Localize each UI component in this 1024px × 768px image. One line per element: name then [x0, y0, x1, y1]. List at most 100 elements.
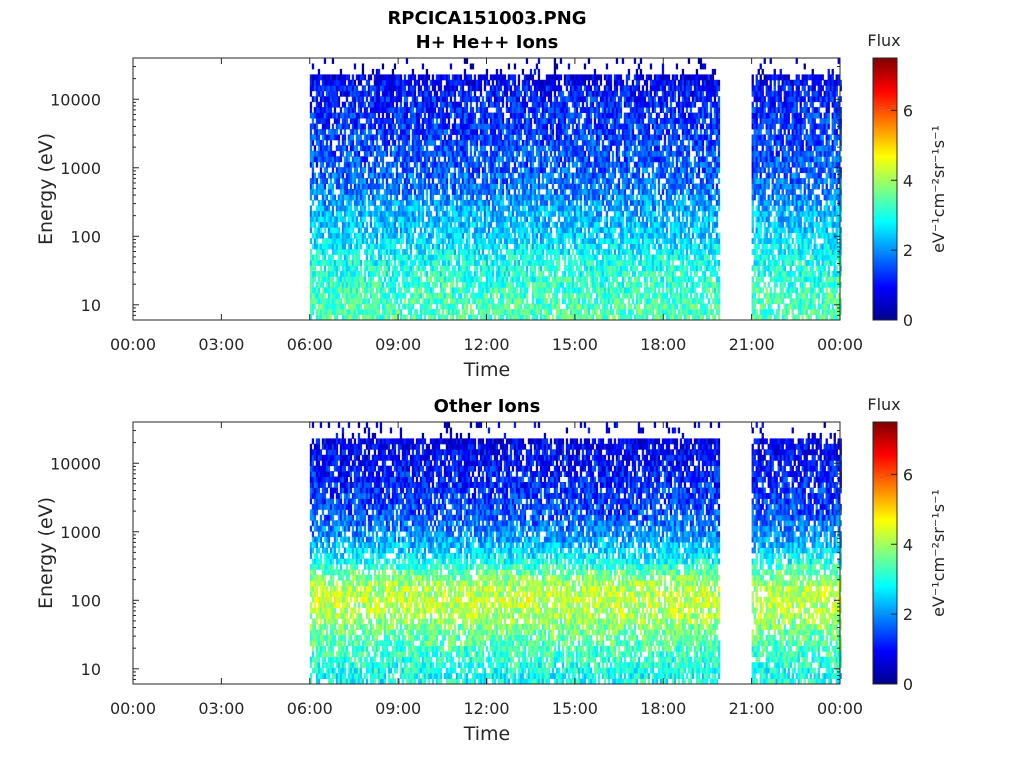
- spectrogram-cell: [547, 139, 551, 146]
- spectrogram-cell: [377, 79, 381, 86]
- spectrogram-cell: [517, 292, 521, 299]
- spectrogram-cell: [491, 189, 495, 195]
- spectrogram-cell: [315, 238, 319, 244]
- spectrogram-cell: [415, 172, 419, 179]
- spectrogram-cell: [551, 265, 555, 272]
- spectrogram-cell: [415, 199, 419, 206]
- spectrogram-cell: [553, 194, 557, 201]
- spectrogram-cell: [311, 254, 315, 261]
- spectrogram-cell: [477, 249, 481, 255]
- spectrogram-cell: [467, 232, 471, 239]
- spectrogram-cell: [513, 90, 517, 97]
- spectrogram-cell: [317, 227, 321, 234]
- spectrogram-cell: [357, 232, 361, 239]
- spectrogram-cell: [557, 134, 561, 141]
- spectrogram-cell: [361, 183, 365, 190]
- spectrogram-cell: [573, 238, 577, 244]
- spectrogram-cell: [505, 107, 509, 113]
- spectrogram-cell: [317, 68, 321, 75]
- spectrogram-cell: [489, 178, 493, 184]
- spectrogram-cell: [511, 129, 515, 135]
- spectrogram-cell: [351, 260, 355, 266]
- spectrogram-cell: [381, 309, 385, 315]
- spectrogram-cell: [391, 314, 395, 321]
- spectrogram-cell: [339, 205, 343, 212]
- spectrogram-cell: [385, 249, 389, 255]
- spectrogram-cell: [461, 232, 465, 239]
- spectrogram-cell: [389, 303, 393, 310]
- spectrogram-cell: [571, 238, 575, 244]
- spectrogram-cell: [417, 292, 421, 299]
- spectrogram-cell: [337, 134, 341, 141]
- spectrogram-cell: [391, 96, 395, 103]
- spectrogram-cell: [479, 227, 483, 234]
- spectrogram-cell: [357, 270, 361, 277]
- spectrogram-cell: [313, 96, 317, 103]
- spectrogram-cell: [507, 260, 511, 266]
- spectrogram-cell: [363, 183, 367, 190]
- spectrogram-cell: [469, 270, 473, 277]
- spectrogram-cell: [313, 254, 317, 261]
- spectrogram-cell: [345, 90, 349, 97]
- spectrogram-cell: [489, 129, 493, 135]
- spectrogram-cell: [437, 107, 441, 113]
- spectrogram-cell: [403, 276, 407, 283]
- spectrogram-cell: [317, 314, 321, 321]
- spectrogram-cell: [469, 199, 473, 206]
- spectrogram-cell: [495, 309, 499, 315]
- spectrogram-cell: [317, 90, 321, 97]
- spectrogram-cell: [445, 85, 449, 92]
- spectrogram-cell: [323, 298, 327, 305]
- spectrogram-cell: [449, 221, 453, 228]
- spectrogram-cell: [499, 232, 503, 239]
- spectrogram-cell: [517, 265, 521, 272]
- spectrogram-cell: [505, 309, 509, 315]
- spectrogram-cell: [575, 161, 579, 168]
- spectrogram-cell: [539, 292, 543, 299]
- spectrogram-cell: [355, 238, 359, 244]
- spectrogram-cell: [443, 123, 447, 130]
- spectrogram-cell: [395, 112, 399, 119]
- spectrogram-cell: [567, 134, 571, 141]
- spectrogram-cell: [377, 210, 381, 217]
- spectrogram-cell: [451, 156, 455, 163]
- spectrogram-cell: [509, 298, 513, 305]
- spectrogram-cell: [341, 199, 345, 206]
- spectrogram-cell: [331, 254, 335, 261]
- spectrogram-cell: [507, 270, 511, 277]
- spectrogram-cell: [345, 254, 349, 261]
- spectrogram-cell: [469, 314, 473, 321]
- spectrogram-cell: [377, 129, 381, 135]
- spectrogram-cell: [363, 85, 367, 92]
- spectrogram-cell: [395, 194, 399, 201]
- spectrogram-cell: [317, 270, 321, 277]
- spectrogram-cell: [441, 161, 445, 168]
- spectrogram-cell: [493, 232, 497, 239]
- spectrogram-cell: [353, 96, 357, 103]
- spectrogram-cell: [331, 134, 335, 141]
- spectrogram-cell: [353, 199, 357, 206]
- spectrogram-cell: [379, 298, 383, 305]
- spectrogram-cell: [383, 232, 387, 239]
- spectrogram-cell: [461, 112, 465, 119]
- spectrogram-cell: [337, 210, 341, 217]
- spectrogram-cell: [465, 123, 469, 130]
- spectrogram-cell: [387, 74, 391, 81]
- spectrogram-cell: [351, 101, 355, 108]
- spectrogram-cell: [321, 79, 325, 86]
- spectrogram-cell: [451, 85, 455, 92]
- spectrogram-cell: [311, 270, 315, 277]
- spectrogram-cell: [381, 210, 385, 217]
- spectrogram-cell: [421, 232, 425, 239]
- spectrogram-cell: [441, 189, 445, 195]
- spectrogram-cell: [539, 227, 543, 234]
- spectrogram-cell: [355, 123, 359, 130]
- spectrogram-cell: [411, 221, 415, 228]
- spectrogram-cell: [379, 194, 383, 201]
- spectrogram-cell: [409, 243, 413, 250]
- spectrogram-cell: [509, 172, 513, 179]
- spectrogram-cell: [377, 183, 381, 190]
- spectrogram-cell: [443, 216, 447, 223]
- spectrogram-cell: [457, 243, 461, 250]
- spectrogram-cell: [439, 167, 443, 174]
